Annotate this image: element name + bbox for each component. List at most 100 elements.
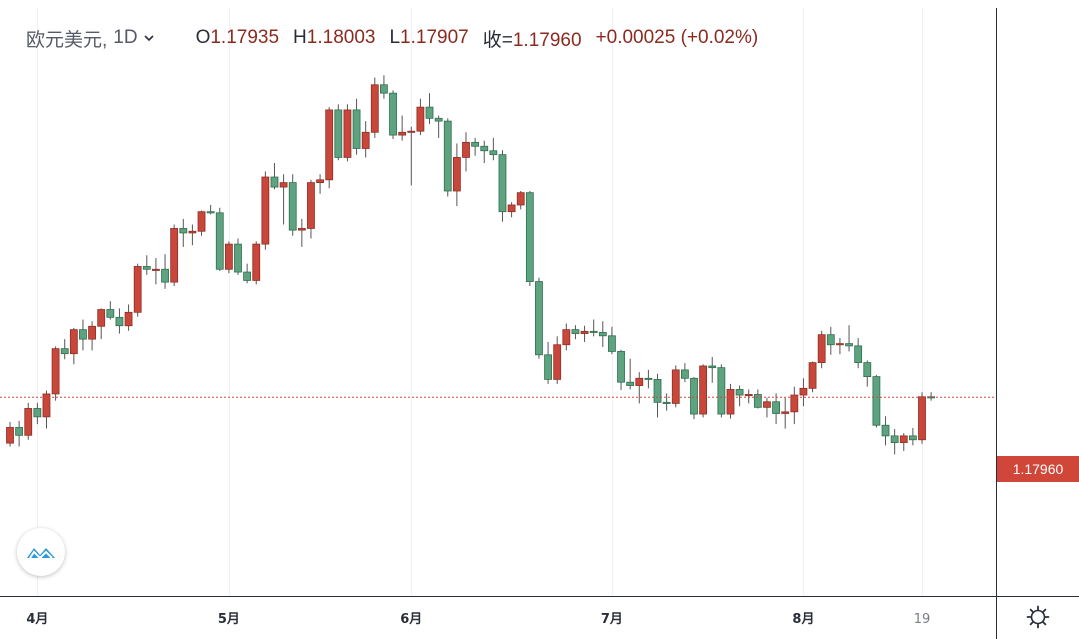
candle <box>516 190 525 210</box>
candle-body-up <box>42 393 51 418</box>
symbol-name[interactable]: 欧元美元, <box>26 29 108 51</box>
candle <box>416 98 425 136</box>
candle-body-up <box>188 230 197 234</box>
candle-body-up <box>252 243 261 281</box>
candle <box>215 207 224 271</box>
low-number: 1.17907 <box>400 27 469 48</box>
high-label: H <box>293 27 307 48</box>
grid-lines <box>37 8 923 596</box>
candle <box>398 115 407 141</box>
candle <box>644 369 653 389</box>
candle <box>662 393 671 411</box>
candle <box>389 90 397 140</box>
candle-body-down <box>881 424 890 437</box>
candle-body-up <box>416 106 425 132</box>
candle <box>42 390 51 429</box>
candle-body-up <box>124 311 133 327</box>
time-axis[interactable]: 4月 5月 6月 7月 8月 19 <box>26 612 930 627</box>
candle-body-down <box>890 435 899 443</box>
candle-body-down <box>708 365 717 369</box>
candle-body-down <box>179 228 188 234</box>
gear-icon[interactable] <box>1025 604 1051 630</box>
candle <box>471 137 480 156</box>
candle <box>124 304 133 331</box>
timeframe-selector[interactable]: 1D <box>113 27 138 48</box>
candle-body-up <box>97 309 106 327</box>
candle-body-down <box>626 381 635 386</box>
candle-body-down <box>845 343 853 347</box>
candle-body-up <box>370 84 379 133</box>
candle <box>179 218 188 247</box>
candle-body-up <box>817 334 826 364</box>
candle <box>343 104 352 162</box>
candle-body-down <box>234 243 242 273</box>
candle-body-down <box>927 396 936 399</box>
candle <box>15 420 24 447</box>
candle <box>297 218 306 247</box>
candle-body-up <box>836 343 844 346</box>
candle-body-down <box>644 377 653 380</box>
candle <box>88 321 96 351</box>
candle <box>808 361 817 393</box>
candle <box>899 433 908 451</box>
candle-body-up <box>580 330 589 334</box>
high-number: 1.18003 <box>306 27 376 48</box>
candle <box>753 389 762 409</box>
candle <box>744 389 753 404</box>
candle-body-up <box>361 131 370 149</box>
candle-body-down <box>589 330 598 333</box>
chevron-down-icon[interactable] <box>142 31 156 45</box>
candle-body-down <box>489 150 498 156</box>
candle-body-up <box>799 387 808 396</box>
candle <box>635 372 644 404</box>
candle-body-down <box>608 335 616 352</box>
candle-body-down <box>662 401 671 404</box>
x-tick-label: 7月 <box>601 612 623 627</box>
candle-body-down <box>79 329 87 340</box>
candle-body-down <box>389 92 397 136</box>
candle <box>653 373 662 418</box>
candle-body-up <box>343 109 352 158</box>
candle-body-down <box>215 212 224 270</box>
candle-body-up <box>808 362 817 389</box>
candle <box>708 357 717 383</box>
candle <box>927 392 936 401</box>
x-tick-label: 8月 <box>792 612 814 627</box>
candle <box>763 397 771 418</box>
candle-body-up <box>197 211 206 232</box>
candle-body-down <box>826 334 835 346</box>
candle-body-down <box>288 182 297 231</box>
tradingview-logo-icon[interactable] <box>17 528 65 576</box>
candle-body-up <box>6 427 14 444</box>
candle <box>836 338 844 355</box>
candle <box>170 224 179 287</box>
candle-body-down <box>270 176 279 188</box>
candle-body-down <box>617 351 625 383</box>
candle <box>252 241 261 285</box>
candle <box>152 258 160 285</box>
candle <box>316 174 324 194</box>
candle-body-down <box>525 192 534 282</box>
candle <box>33 402 42 425</box>
candle-body-up <box>133 266 142 313</box>
candle <box>434 115 443 138</box>
candle-body-up <box>507 204 516 213</box>
candle <box>918 392 926 444</box>
candle-body-down <box>334 109 343 158</box>
x-tick-label: 19 <box>914 612 931 627</box>
candle-body-up <box>170 228 179 283</box>
candle <box>562 323 571 351</box>
chart-legend: 欧元美元, 1D O1.17935 H1.18003 L1.17907 收=1.… <box>26 25 762 51</box>
open-label: O <box>195 27 211 48</box>
candle-body-down <box>60 348 69 355</box>
candle-body-down <box>535 281 543 356</box>
candle <box>571 325 580 340</box>
candle-body-up <box>899 435 908 443</box>
candle <box>498 150 507 222</box>
candle <box>6 421 14 447</box>
current-price-label: 1.17960 <box>997 456 1079 482</box>
candle-body-down <box>206 211 215 214</box>
candle-body-down <box>772 401 780 414</box>
candle <box>507 202 516 218</box>
